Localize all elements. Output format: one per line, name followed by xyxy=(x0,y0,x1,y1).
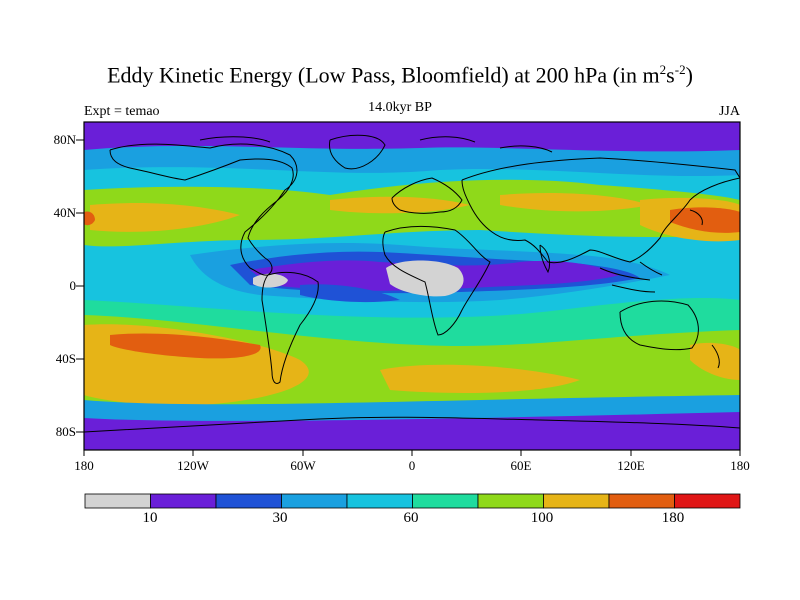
contour-band-antarctic-violet xyxy=(84,412,740,450)
coastline-new-zealand xyxy=(711,344,720,369)
colorbar-swatch-1 xyxy=(150,493,217,509)
lat-label-0: 0 xyxy=(69,278,77,293)
coastline-antarctica xyxy=(84,416,740,433)
colorbar-label-60: 60 xyxy=(403,510,419,526)
contour-band-north-orange-3 xyxy=(500,193,650,212)
colorbar-swatch-3 xyxy=(281,493,348,509)
season-label: JJA xyxy=(718,104,740,119)
contour-patch-tropical-blue xyxy=(300,284,400,303)
coastline-greenland xyxy=(329,134,386,170)
lon-label-60w: 60W xyxy=(290,458,316,473)
colorbar-swatch-6 xyxy=(477,493,544,509)
colorbar-label-30: 30 xyxy=(272,510,288,526)
colorbar-swatch-5 xyxy=(412,493,479,509)
coastline-north-america xyxy=(109,143,298,276)
map-subtitle: 14.0kyr BP xyxy=(368,100,432,115)
axis-ticks xyxy=(76,139,741,456)
contour-patch-north-red xyxy=(670,207,740,233)
colorbar-swatch-7 xyxy=(543,493,610,509)
colorbar-swatch-9 xyxy=(674,493,741,509)
lat-label-80n: 80N xyxy=(53,132,76,147)
coastline-indian-subcontinent xyxy=(539,244,551,274)
lon-label-180w: 180 xyxy=(74,458,94,473)
contour-field xyxy=(84,122,740,450)
coastline-japan xyxy=(689,209,703,226)
coastline-south-america xyxy=(261,271,319,385)
contour-minimum-atlantic xyxy=(253,273,288,288)
colorbar-swatch-2 xyxy=(215,493,282,509)
lon-label-180e: 180 xyxy=(730,458,750,473)
contour-band-south-orange-3 xyxy=(690,342,740,380)
experiment-label: Expt = temao xyxy=(84,104,160,119)
colorbar xyxy=(84,493,741,509)
colorbar-swatch-4 xyxy=(346,493,413,509)
coastline-asia xyxy=(461,157,740,264)
coastline-arctic-islands xyxy=(199,136,553,153)
contour-band-north-orange xyxy=(90,203,240,232)
lon-label-120w: 120W xyxy=(177,458,209,473)
contour-patch-north-red-2 xyxy=(84,211,95,226)
map-title: Eddy Kinetic Energy (Low Pass, Bloomfiel… xyxy=(107,62,693,88)
colorbar-label-100: 100 xyxy=(530,510,554,526)
lon-label-0: 0 xyxy=(408,458,416,473)
lon-label-60e: 60E xyxy=(510,458,532,473)
lon-label-120e: 120E xyxy=(617,458,645,473)
coastline-australia xyxy=(619,300,699,351)
coastline-africa xyxy=(382,225,491,336)
colorbar-swatch-0 xyxy=(84,493,151,509)
lat-label-80s: 80S xyxy=(55,424,76,439)
contour-band-north-orange-2 xyxy=(330,196,470,214)
coastlines xyxy=(84,134,740,433)
colorbar-label-10: 10 xyxy=(142,510,158,526)
colorbar-swatch-8 xyxy=(608,493,675,509)
contour-band-south-orange-2 xyxy=(380,364,580,393)
coastline-europe xyxy=(391,177,463,214)
lat-label-40s: 40S xyxy=(55,351,76,366)
contour-patch-south-red xyxy=(110,333,261,359)
colorbar-label-180: 180 xyxy=(661,510,685,526)
contour-minimum-africa xyxy=(386,260,464,297)
lat-label-40n: 40N xyxy=(53,205,76,220)
coastline-maritime-continent xyxy=(599,261,663,293)
